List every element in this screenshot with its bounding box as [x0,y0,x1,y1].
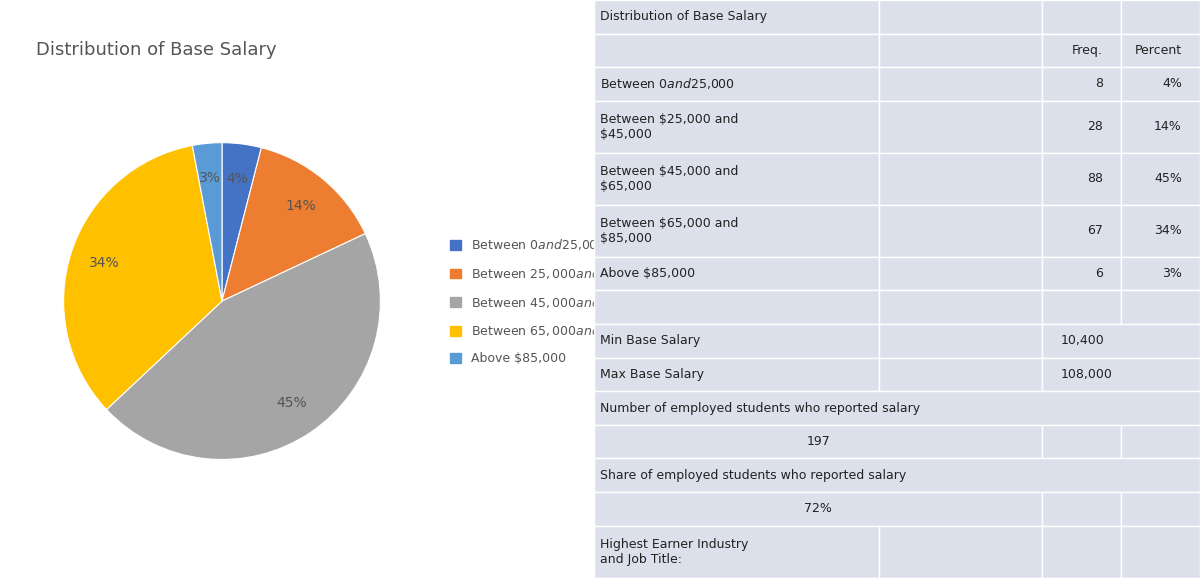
FancyBboxPatch shape [594,425,1043,459]
FancyBboxPatch shape [1043,67,1121,101]
FancyBboxPatch shape [1043,425,1121,459]
FancyBboxPatch shape [1043,291,1121,324]
FancyBboxPatch shape [594,67,878,101]
Wedge shape [222,148,365,301]
FancyBboxPatch shape [1121,257,1200,291]
Text: Between $45,000 and
$65,000: Between $45,000 and $65,000 [600,165,738,193]
FancyBboxPatch shape [594,101,878,153]
Text: Share of employed students who reported salary: Share of employed students who reported … [600,468,906,482]
Text: Percent: Percent [1135,44,1182,57]
Text: 45%: 45% [276,396,307,411]
Wedge shape [192,142,222,301]
Text: 3%: 3% [1162,267,1182,280]
Text: 14%: 14% [1154,120,1182,133]
FancyBboxPatch shape [594,324,878,358]
Text: Between $65,000 and
$85,000: Between $65,000 and $85,000 [600,217,738,245]
FancyBboxPatch shape [1043,205,1121,257]
FancyBboxPatch shape [878,101,1043,153]
Text: 10,400: 10,400 [1061,334,1104,347]
FancyBboxPatch shape [1121,67,1200,101]
Text: 67: 67 [1087,225,1103,237]
Text: 3%: 3% [199,171,221,185]
Text: Min Base Salary: Min Base Salary [600,334,701,347]
Text: 6: 6 [1096,267,1103,280]
FancyBboxPatch shape [1043,526,1121,578]
FancyBboxPatch shape [878,257,1043,291]
Text: 8: 8 [1096,78,1103,90]
FancyBboxPatch shape [1043,153,1121,205]
FancyBboxPatch shape [1121,291,1200,324]
FancyBboxPatch shape [878,358,1043,391]
FancyBboxPatch shape [594,391,1200,425]
FancyBboxPatch shape [878,205,1043,257]
FancyBboxPatch shape [878,324,1043,358]
FancyBboxPatch shape [1121,526,1200,578]
FancyBboxPatch shape [1121,205,1200,257]
FancyBboxPatch shape [594,459,1200,492]
FancyBboxPatch shape [878,0,1043,34]
Text: 4%: 4% [1162,78,1182,90]
Wedge shape [64,145,222,409]
FancyBboxPatch shape [1043,101,1121,153]
Wedge shape [222,142,262,301]
FancyBboxPatch shape [1121,101,1200,153]
Text: Distribution of Base Salary: Distribution of Base Salary [600,10,767,23]
Text: 197: 197 [806,435,830,448]
FancyBboxPatch shape [1043,324,1200,358]
Text: 28: 28 [1087,120,1103,133]
Text: 34%: 34% [89,256,120,270]
FancyBboxPatch shape [1043,257,1121,291]
Text: 34%: 34% [1154,225,1182,237]
FancyBboxPatch shape [594,205,878,257]
FancyBboxPatch shape [878,153,1043,205]
FancyBboxPatch shape [594,526,878,578]
FancyBboxPatch shape [878,34,1043,67]
Text: Number of employed students who reported salary: Number of employed students who reported… [600,401,920,415]
FancyBboxPatch shape [1043,0,1121,34]
Text: 4%: 4% [227,171,248,185]
Text: Highest Earner Industry
and Job Title:: Highest Earner Industry and Job Title: [600,537,749,566]
FancyBboxPatch shape [594,34,878,67]
FancyBboxPatch shape [1043,358,1200,391]
FancyBboxPatch shape [878,291,1043,324]
FancyBboxPatch shape [594,153,878,205]
Text: 14%: 14% [286,199,316,213]
FancyBboxPatch shape [594,492,1043,526]
FancyBboxPatch shape [1121,425,1200,459]
Text: Distribution of Base Salary: Distribution of Base Salary [36,41,277,58]
Text: Between $0 and $25,000: Between $0 and $25,000 [600,76,736,91]
FancyBboxPatch shape [878,67,1043,101]
Wedge shape [107,234,380,460]
Text: Max Base Salary: Max Base Salary [600,368,704,381]
FancyBboxPatch shape [1121,153,1200,205]
Text: Freq.: Freq. [1072,44,1103,57]
Legend: Between $0 and $25,000, Between $25,000 and $45,000, Between $45,000 and $65,000: Between $0 and $25,000, Between $25,000 … [446,233,648,369]
FancyBboxPatch shape [594,358,878,391]
FancyBboxPatch shape [594,257,878,291]
FancyBboxPatch shape [594,0,878,34]
FancyBboxPatch shape [1043,492,1121,526]
FancyBboxPatch shape [594,291,878,324]
FancyBboxPatch shape [878,526,1043,578]
Text: 45%: 45% [1154,173,1182,185]
FancyBboxPatch shape [1121,34,1200,67]
Text: Above $85,000: Above $85,000 [600,267,695,280]
Text: Between $25,000 and
$45,000: Between $25,000 and $45,000 [600,113,738,141]
FancyBboxPatch shape [1043,578,1200,579]
Text: 88: 88 [1087,173,1103,185]
FancyBboxPatch shape [878,578,1043,579]
FancyBboxPatch shape [1121,0,1200,34]
FancyBboxPatch shape [1043,34,1121,67]
Text: 72%: 72% [804,502,832,515]
FancyBboxPatch shape [1121,492,1200,526]
FancyBboxPatch shape [594,578,878,579]
Text: 108,000: 108,000 [1061,368,1112,381]
